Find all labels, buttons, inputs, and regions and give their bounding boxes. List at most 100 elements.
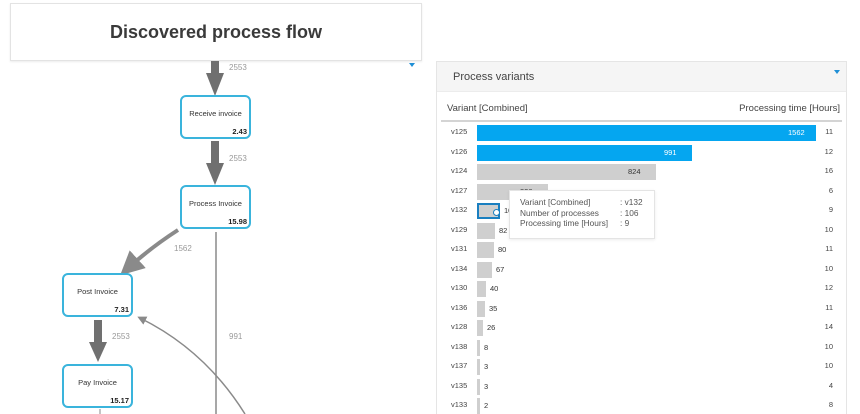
variant-bar[interactable] — [477, 242, 494, 258]
variant-bar[interactable] — [477, 144, 692, 161]
node-value: 15.98 — [228, 217, 247, 226]
tooltip-value: : 106 — [620, 207, 639, 218]
bar-value: 82 — [499, 225, 508, 235]
node-value: 7.31 — [114, 305, 129, 314]
node-receive-invoice[interactable]: Receive invoice 2.43 — [180, 95, 251, 139]
edge-label-process-down: 991 — [229, 332, 243, 341]
processing-time-value: 10 — [824, 224, 833, 234]
page-title: Discovered process flow — [109, 21, 323, 42]
variant-label: v134 — [451, 263, 468, 273]
variant-row[interactable]: v129 82 10 — [437, 220, 846, 240]
node-process-invoice[interactable]: Process Invoice 15.98 — [180, 185, 251, 229]
variant-label: v126 — [451, 146, 468, 156]
process-flow-diagram[interactable]: 2553 2553 1562 2553 991 Receive invoice … — [0, 61, 430, 414]
tooltip-key: Number of processes — [520, 207, 599, 218]
processing-time-value: 6 — [828, 185, 833, 195]
node-label: Pay Invoice — [78, 378, 117, 387]
variant-row[interactable]: v135 3 4 — [437, 376, 846, 396]
variant-row[interactable]: v134 67 10 — [437, 259, 846, 279]
panel-title: Process variants — [453, 71, 535, 83]
node-value: 15.17 — [110, 396, 129, 405]
variant-label: v124 — [451, 166, 468, 175]
variant-bar[interactable] — [477, 300, 485, 317]
variant-row[interactable]: v137 3 10 — [437, 356, 846, 376]
variant-row[interactable]: v126 991 12 — [437, 142, 846, 162]
variant-row[interactable]: v131 80 11 — [437, 239, 846, 259]
processing-time-value: 8 — [828, 400, 833, 409]
variant-bar[interactable] — [477, 359, 480, 375]
tooltip-key: Processing time [Hours] — [520, 218, 609, 228]
flow-menu-chevron-icon[interactable] — [409, 63, 415, 67]
variant-row[interactable]: v136 35 11 — [437, 298, 846, 318]
bar-value: 26 — [487, 323, 496, 332]
variant-bar[interactable] — [477, 320, 483, 336]
tooltip-value: : 9 — [620, 218, 630, 228]
node-pay-invoice[interactable]: Pay Invoice 15.17 — [62, 364, 133, 408]
processing-time-value: 11 — [825, 244, 833, 253]
tooltip-row: Variant [Combined]: v132 — [520, 197, 654, 208]
variant-row[interactable]: v133 2 8 — [437, 395, 846, 414]
column-header-variant[interactable]: Variant [Combined] — [447, 103, 528, 114]
column-header-processing-time[interactable]: Processing time [Hours] — [739, 103, 840, 114]
node-label: Receive invoice — [189, 109, 242, 118]
variant-row[interactable]: v138 8 10 — [437, 337, 846, 357]
bar-value: 824 — [628, 167, 641, 176]
edge-label-process-post: 1562 — [174, 244, 192, 253]
processing-time-value: 11 — [825, 127, 833, 136]
variant-label: v131 — [451, 244, 468, 253]
variant-label: v138 — [451, 341, 468, 351]
processing-time-value: 9 — [828, 205, 833, 214]
bar-value: 40 — [490, 284, 499, 293]
variant-row[interactable]: v130 40 12 — [437, 278, 846, 298]
variant-bar[interactable] — [477, 125, 816, 141]
panel-header: Process variants — [437, 62, 846, 92]
variant-row[interactable]: v124 824 16 — [437, 161, 846, 181]
variant-row[interactable]: v128 26 14 — [437, 317, 846, 337]
edge-label-receive-process: 2553 — [229, 154, 247, 163]
processing-time-value: 11 — [825, 302, 833, 312]
processing-time-value: 16 — [824, 166, 833, 175]
variant-bar[interactable] — [477, 398, 480, 414]
variant-label: v128 — [451, 322, 468, 331]
variant-label: v132 — [451, 205, 468, 214]
variant-label: v129 — [451, 224, 468, 234]
node-value: 2.43 — [232, 127, 247, 136]
variant-label: v135 — [451, 380, 468, 390]
variant-rows: v125156211v12699112v12482416v1273266v132… — [437, 122, 846, 414]
variant-bar[interactable] — [477, 261, 492, 278]
title-card: Discovered process flow — [10, 3, 422, 61]
variant-label: v127 — [451, 185, 468, 195]
tooltip-row: Processing time [Hours] : 9 — [520, 218, 654, 229]
bar-value: 8 — [484, 342, 489, 352]
hover-tooltip: Variant [Combined]: v132 Number of proce… — [509, 190, 655, 239]
variant-row[interactable]: v125 1562 11 — [437, 122, 846, 142]
flow-edges — [89, 61, 246, 414]
tooltip-row: Number of processes : 106 — [520, 208, 654, 219]
panel-menu-chevron-icon[interactable] — [834, 70, 840, 74]
variant-bar[interactable] — [477, 164, 656, 180]
variant-label: v130 — [451, 283, 468, 292]
edge-label-post-pay: 2553 — [112, 332, 130, 341]
node-post-invoice[interactable]: Post Invoice 7.31 — [62, 273, 133, 317]
processing-time-value: 12 — [824, 283, 833, 292]
node-label: Process Invoice — [189, 199, 242, 208]
variant-label: v137 — [451, 361, 468, 370]
tooltip-key: Variant [Combined] — [520, 197, 591, 207]
bar-value: 1562 — [788, 128, 805, 137]
variant-bar[interactable] — [477, 378, 480, 395]
hover-marker — [493, 209, 500, 216]
variant-bar[interactable] — [477, 281, 486, 297]
processing-time-value: 10 — [824, 361, 833, 370]
bar-value: 67 — [496, 264, 505, 274]
bar-value: 3 — [484, 381, 489, 391]
edge-label-start-receive: 2553 — [229, 63, 247, 72]
variant-label: v136 — [451, 302, 468, 312]
bar-value: 991 — [664, 147, 677, 157]
process-variants-panel: Process variants Variant [Combined] Proc… — [436, 61, 847, 414]
variant-bar[interactable] — [477, 222, 495, 239]
column-headers: Variant [Combined] Processing time [Hour… — [441, 92, 842, 122]
variant-bar[interactable] — [477, 339, 480, 356]
variant-label: v133 — [451, 400, 468, 409]
processing-time-value: 4 — [828, 380, 833, 390]
